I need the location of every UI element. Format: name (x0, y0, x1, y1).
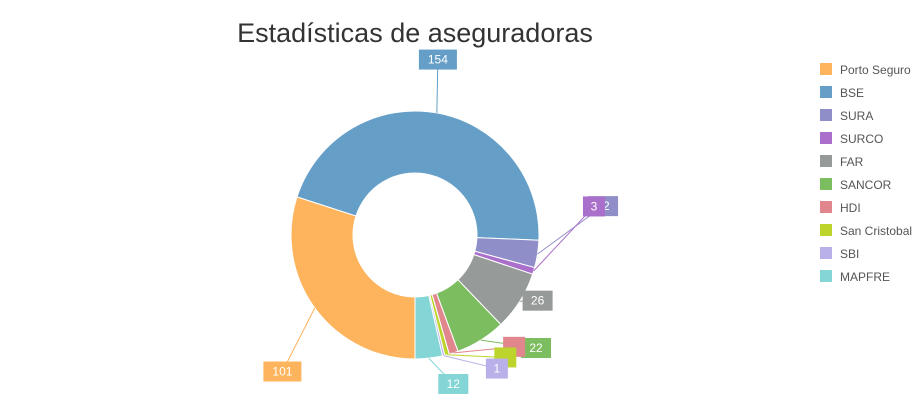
legend-swatch (820, 86, 832, 98)
data-label-surco: 3 (582, 196, 605, 217)
leader-line-porto-seguro (281, 307, 316, 372)
data-label-sbi: 1 (485, 358, 508, 379)
data-label-text: 1 (494, 362, 501, 376)
legend-label: FAR (840, 155, 864, 169)
legend-swatch (820, 178, 832, 190)
data-label-text: 22 (529, 341, 543, 355)
data-label-box (263, 361, 302, 382)
slice-mapfre[interactable] (414, 294, 444, 360)
legend-swatch (820, 270, 832, 282)
legend-label: San Cristobal (840, 224, 912, 238)
legend-swatch (820, 109, 832, 121)
legend-swatch (820, 224, 832, 236)
data-label-box (522, 290, 553, 311)
data-label-box (485, 358, 508, 379)
slice-bse[interactable] (296, 110, 540, 241)
legend-item-sura[interactable]: SURA (820, 109, 873, 123)
legend-label: HDI (840, 201, 861, 215)
data-label-text: 12 (447, 377, 461, 391)
legend-item-bse[interactable]: BSE (820, 86, 864, 100)
data-label-box (521, 338, 552, 359)
slices-layer (290, 110, 540, 360)
data-label-text: 154 (428, 53, 448, 67)
data-label-box (418, 49, 457, 70)
legend-item-far[interactable]: FAR (820, 155, 864, 169)
data-label-box (438, 373, 469, 394)
legend-label: BSE (840, 86, 864, 100)
legend-item-hdi[interactable]: HDI (820, 201, 861, 215)
legend-item-porto-seguro[interactable]: Porto Seguro (820, 63, 911, 77)
legend-item-san-cristobal[interactable]: San Cristobal (820, 224, 912, 238)
legend-label: SURCO (840, 132, 883, 146)
legend-label: SANCOR (840, 178, 892, 192)
legend-item-surco[interactable]: SURCO (820, 132, 883, 146)
data-label-far: 26 (522, 290, 553, 311)
legend-swatch (820, 132, 832, 144)
slice-porto-seguro[interactable] (290, 196, 416, 360)
data-labels-layer: 1011541232622112 (263, 49, 619, 394)
legend-item-mapfre[interactable]: MAPFRE (820, 270, 890, 284)
legend-item-sbi[interactable]: SBI (820, 247, 859, 261)
data-label-text: 3 (591, 199, 598, 213)
legend-label: SBI (840, 247, 859, 261)
legend-label: Porto Seguro (840, 63, 911, 77)
data-label-box (582, 196, 605, 217)
data-label-sancor: 22 (521, 338, 552, 359)
legend-label: SURA (840, 109, 873, 123)
legend-label: MAPFRE (840, 270, 890, 284)
data-label-mapfre: 12 (438, 373, 469, 394)
data-label-porto-seguro: 101 (263, 361, 302, 382)
data-label-text: 101 (272, 365, 292, 379)
legend: Porto Seguro BSE SURA SURCO FAR SANCOR HDI San … (820, 63, 912, 284)
data-label-text: 26 (531, 294, 545, 308)
legend-swatch (820, 201, 832, 213)
legend-swatch (820, 155, 832, 167)
leader-line-surco (533, 206, 595, 272)
legend-item-sancor[interactable]: SANCOR (820, 178, 892, 192)
chart-title: Estadísticas de aseguradoras (237, 18, 593, 48)
legend-swatch (820, 63, 832, 75)
legend-swatch (820, 247, 832, 259)
data-label-bse: 154 (418, 49, 457, 70)
